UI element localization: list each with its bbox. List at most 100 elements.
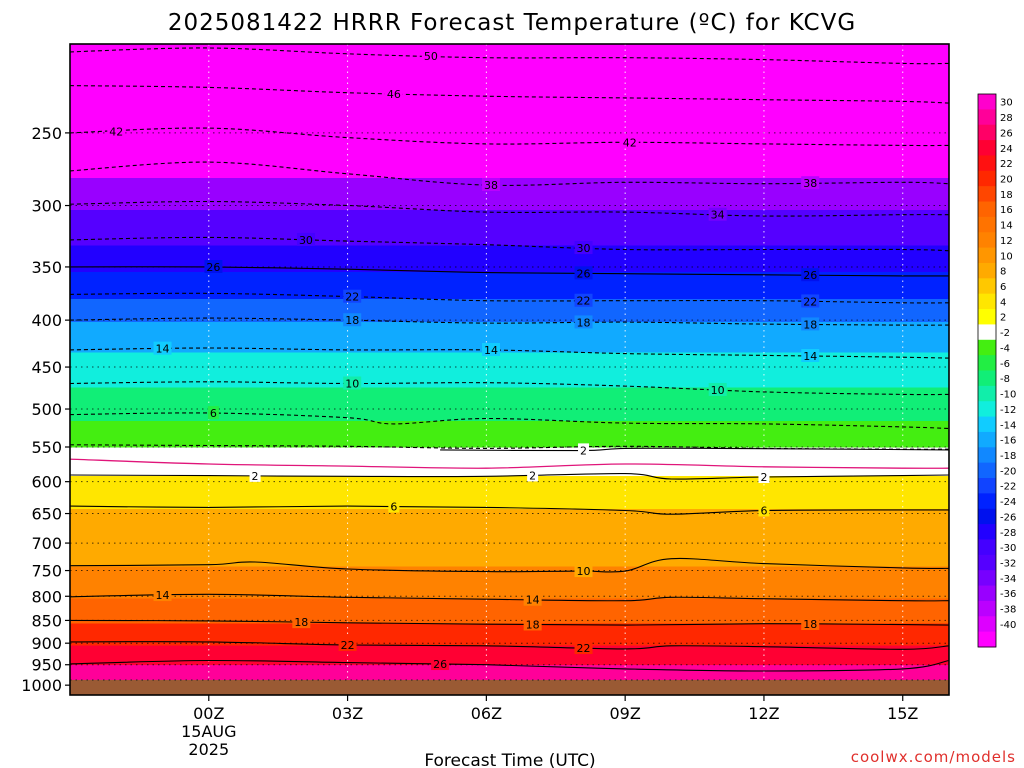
isotherm-label-bg xyxy=(523,617,542,631)
isotherm-label-bg xyxy=(431,657,450,671)
colorbar-label: -20 xyxy=(1000,466,1016,477)
isotherm-label-bg xyxy=(523,592,542,606)
isotherm-label: 18 xyxy=(803,618,817,631)
x-tick-label: 00Z xyxy=(193,704,224,723)
y-tick-label: 300 xyxy=(31,197,62,216)
isotherm-label: 14 xyxy=(156,343,170,356)
isotherm-14 xyxy=(70,593,949,602)
credit-link[interactable]: coolwx.com/models xyxy=(851,748,1016,766)
isotherm-label-bg xyxy=(153,588,172,602)
y-tick-label: 650 xyxy=(31,505,62,524)
isotherm-label: 18 xyxy=(577,316,591,329)
isotherm-label: 42 xyxy=(623,136,637,149)
colorbar-label: -2 xyxy=(1000,328,1010,339)
isotherm-label-bg xyxy=(574,293,593,307)
isotherm-label: 2 xyxy=(252,470,259,483)
isotherm-label: 22 xyxy=(341,639,355,652)
isotherm-26 xyxy=(70,659,949,672)
isotherm-label-bg xyxy=(527,468,539,482)
colorbar-label: -28 xyxy=(1000,528,1016,539)
isotherm-label: 2 xyxy=(529,469,536,482)
isotherm-label: 38 xyxy=(803,177,817,190)
isotherm-minus-22 xyxy=(70,292,949,304)
colorbar-swatch xyxy=(978,539,996,556)
colorbar-label: 30 xyxy=(1000,98,1013,109)
colorbar-label: 24 xyxy=(1000,144,1013,155)
colorbar-swatch xyxy=(978,355,996,371)
isotherm-label-bg xyxy=(801,176,820,190)
isotherm-label-bg xyxy=(343,289,362,303)
colorbar-swatch xyxy=(978,140,996,156)
colorbar-label: -26 xyxy=(1000,512,1016,523)
isotherm-label: 10 xyxy=(577,565,591,578)
colorbar-swatch xyxy=(978,631,996,648)
x-tick-date: 15AUG xyxy=(181,722,236,741)
isotherm-label-bg xyxy=(421,49,440,63)
colorbar-label: 6 xyxy=(1000,282,1006,293)
y-tick-label: 750 xyxy=(31,562,62,581)
temperature-field xyxy=(70,44,949,695)
colorbar-label: -14 xyxy=(1000,420,1016,431)
isotherm-label: 42 xyxy=(109,125,123,138)
x-tick-label: 12Z xyxy=(748,704,779,723)
colorbar-swatch xyxy=(978,94,996,110)
colorbar-swatch xyxy=(978,524,996,540)
colorbar-swatch xyxy=(978,616,996,633)
isotherm-label: 26 xyxy=(206,261,220,274)
isotherm-label-bg xyxy=(574,266,593,280)
colorbar-label: -30 xyxy=(1000,543,1016,554)
colorbar-swatch xyxy=(978,600,996,617)
y-axis: 250 300 350 400 450 500 550 600 650 700 750 800 850 9… xyxy=(21,124,70,695)
isotherm-label-bg xyxy=(292,615,311,629)
isotherm-label-bg xyxy=(801,348,820,362)
isotherm-label: 18 xyxy=(526,618,540,631)
isotherm-label-bg xyxy=(578,443,590,457)
y-tick-label: 450 xyxy=(31,358,62,377)
colorbar-swatch xyxy=(978,216,996,233)
isotherm-label-bg xyxy=(343,376,362,390)
isotherm-label-bg xyxy=(801,616,820,630)
colorbar-label: -24 xyxy=(1000,497,1016,508)
colorbar-swatch xyxy=(978,401,996,418)
colorbar-swatch xyxy=(978,462,996,479)
isotherm-label: 14 xyxy=(803,350,817,363)
isotherm-10 xyxy=(70,557,949,573)
colorbar-label: -12 xyxy=(1000,405,1016,416)
y-tick-label: 500 xyxy=(31,400,62,419)
colorbar-label: -4 xyxy=(1000,343,1010,354)
colorbar-swatch xyxy=(978,293,996,310)
isotherm-label: 30 xyxy=(299,234,313,247)
colorbar-label: 14 xyxy=(1000,221,1013,232)
colorbar-label: 2 xyxy=(1000,313,1006,324)
ground-layer xyxy=(70,679,949,695)
isotherm-label-bg xyxy=(708,207,727,221)
isotherm-label-bg xyxy=(801,268,820,282)
isotherm-label: 22 xyxy=(345,291,359,304)
x-tick-label: 06Z xyxy=(471,704,502,723)
isotherm-label: 38 xyxy=(484,179,498,192)
isotherm-label: 18 xyxy=(803,318,817,331)
colorbar-label: -10 xyxy=(1000,390,1016,401)
isotherm-label-bg xyxy=(388,499,400,513)
colorbar-label: 4 xyxy=(1000,297,1006,308)
y-tick-label: 250 xyxy=(31,124,62,143)
isotherm-label: 14 xyxy=(156,589,170,602)
y-tick-label: 600 xyxy=(31,473,62,492)
isotherm-label-bg xyxy=(574,640,593,654)
isotherm-0 xyxy=(70,458,949,469)
isotherm-label-bg xyxy=(758,469,770,483)
isotherm-minus-38 xyxy=(70,161,949,186)
isotherm-label: 26 xyxy=(803,269,817,282)
isotherm-label: 14 xyxy=(526,594,540,607)
colorbar-swatch xyxy=(978,186,996,203)
isotherm-label-bg xyxy=(343,313,362,327)
plot-frame xyxy=(69,43,950,696)
colorbar-swatch xyxy=(978,109,996,126)
colorbar: 30 28 26 24 22 20 18 16 14 12 10 8 6 4 2 -2 -4 -6 -8 -10 -12… xyxy=(977,93,1016,648)
isotherm-label: 14 xyxy=(484,344,498,357)
colorbar-label: -16 xyxy=(1000,436,1016,447)
colorbar-label: 20 xyxy=(1000,174,1013,185)
colorbar-swatch xyxy=(978,570,996,587)
